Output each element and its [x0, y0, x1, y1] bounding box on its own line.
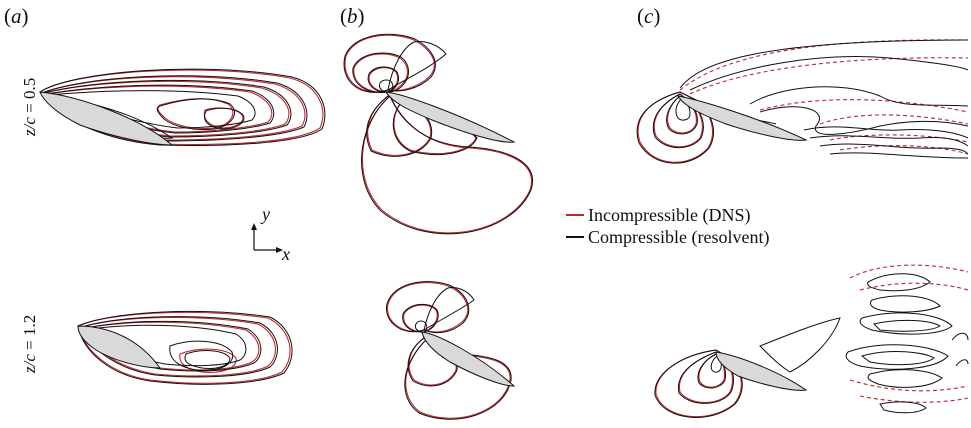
- panel-b-bottom-contours: [386, 281, 516, 420]
- axis-indicator: [251, 223, 283, 253]
- panel-label-a: (a): [4, 4, 29, 28]
- legend-swatch-dns: [566, 214, 584, 216]
- panel-c-top-contours: [636, 39, 969, 164]
- panel-label-c: (c): [637, 4, 661, 28]
- panel-label-b: (b): [340, 4, 365, 28]
- legend-swatch-resolvent: [566, 236, 584, 238]
- axis-y-label: y: [262, 204, 270, 224]
- panel-a-top-contours: [39, 68, 326, 146]
- panel-b-top-contours: [343, 33, 534, 235]
- panel-a-bottom-contours: [77, 311, 293, 385]
- legend-item-dns: Incompressible (DNS): [566, 204, 769, 226]
- legend-label-dns: Incompressible (DNS): [588, 205, 751, 225]
- legend: Incompressible (DNS) Compressible (resol…: [566, 204, 769, 248]
- legend-label-resolvent: Compressible (resolvent): [588, 227, 770, 247]
- legend-item-resolvent: Compressible (resolvent): [566, 226, 769, 248]
- axis-x-label: x: [282, 244, 290, 264]
- panel-c-bottom-contours: [654, 264, 969, 418]
